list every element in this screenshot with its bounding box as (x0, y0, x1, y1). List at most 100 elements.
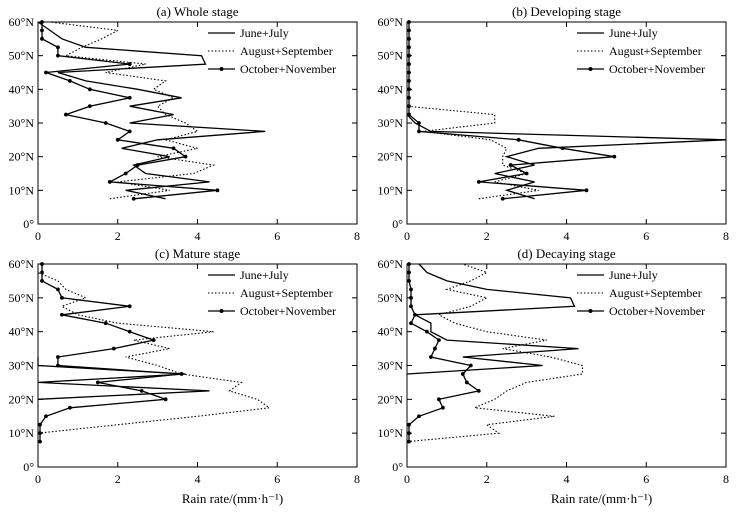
data-point-october-november (407, 62, 411, 66)
y-tick-label: 50°N (378, 49, 404, 63)
data-point-october-november (407, 439, 411, 444)
legend-label-october-november: October+November (609, 62, 705, 76)
data-point-october-november (508, 163, 513, 167)
series-line-october-november (408, 22, 615, 200)
data-point-october-november (407, 87, 411, 92)
data-point-october-november (440, 405, 445, 410)
data-point-october-november (40, 270, 44, 275)
legend-label-june-july: June+July (240, 26, 289, 40)
data-point-october-november (123, 171, 128, 176)
x-axis-label: Rain rate/(mm·h⁻¹) (551, 491, 652, 506)
data-point-october-november (407, 112, 411, 117)
x-tick-label: 8 (354, 229, 360, 243)
data-point-october-november (464, 380, 469, 385)
legend-label-august-september: August+September (240, 44, 333, 58)
data-point-october-november (87, 87, 92, 92)
legend-label-june-july: June+July (609, 26, 658, 40)
y-tick-label: 30°N (9, 359, 35, 373)
y-tick-label: 40°N (378, 325, 404, 339)
y-tick-label: 20°N (378, 392, 404, 406)
legend-label-june-july: June+July (240, 268, 289, 282)
data-point-october-november (163, 397, 168, 402)
data-point-october-november (56, 45, 60, 50)
x-tick-label: 4 (195, 472, 201, 486)
data-point-october-november (409, 287, 413, 292)
data-point-october-november (64, 112, 68, 117)
x-tick-label: 8 (723, 472, 729, 486)
series-line-october-november (408, 264, 481, 442)
panel-title: (b) Developing stage (512, 4, 621, 19)
data-point-october-november (127, 329, 132, 334)
data-point-october-november (407, 20, 411, 24)
data-point-october-november (183, 154, 188, 159)
series-line-june-july (37, 357, 210, 400)
y-tick-label: 0° (23, 460, 34, 474)
y-tick-label: 10°N (9, 426, 35, 440)
y-tick-label: 10°N (378, 183, 404, 197)
data-point-october-november (56, 53, 60, 58)
y-tick-label: 40°N (9, 325, 35, 339)
data-point-october-november (612, 154, 617, 159)
data-point-october-november (38, 422, 42, 427)
data-point-october-november (127, 129, 132, 134)
data-point-october-november (407, 104, 411, 109)
data-point-october-november (56, 287, 60, 292)
data-point-october-november (407, 422, 411, 427)
data-point-october-november (429, 355, 433, 359)
data-point-october-november (417, 121, 421, 125)
x-tick-label: 6 (274, 472, 280, 486)
x-tick-label: 8 (354, 472, 360, 486)
panel-b: (b) Developing stage 0° 10°N 20°N 30°N 40°N 50… (378, 4, 729, 243)
data-point-october-november (560, 146, 565, 151)
legend-marker (219, 309, 224, 313)
data-point-october-november (425, 329, 429, 334)
data-point-october-november (60, 295, 64, 300)
y-tick-label: 0° (392, 217, 403, 231)
series-line-june-july (37, 21, 266, 200)
series-line-august-september (406, 105, 539, 200)
y-tick-label: 40°N (378, 82, 404, 96)
data-point-october-november (68, 405, 72, 410)
y-tick-label: 60°N (9, 15, 35, 29)
x-tick-label: 0 (35, 229, 41, 243)
data-point-october-november (413, 312, 417, 317)
series-line-october-november (39, 264, 182, 442)
x-tick-label: 4 (564, 472, 570, 486)
data-point-october-november (107, 180, 112, 184)
y-tick-label: 10°N (378, 426, 404, 440)
data-point-october-november (151, 338, 156, 343)
data-point-october-november (500, 196, 505, 201)
legend-label-august-september: August+September (240, 286, 333, 300)
data-point-october-november (460, 372, 465, 376)
legend-label-october-november: October+November (240, 304, 336, 318)
legend-marker (588, 309, 593, 313)
series-line-august-september (49, 21, 216, 200)
x-tick-label: 6 (274, 229, 280, 243)
panel-title: (c) Mature stage (155, 246, 240, 261)
series-line-june-july (406, 114, 727, 200)
y-tick-label: 30°N (378, 359, 404, 373)
data-point-october-november (407, 53, 411, 58)
data-point-october-november (103, 121, 108, 125)
data-point-october-november (516, 137, 521, 142)
series-line-june-july (406, 263, 579, 375)
data-point-october-november (40, 262, 44, 266)
legend-label-august-september: August+September (609, 44, 702, 58)
panel-c: (c) Mature stage0°10°N20°N30°N40°N50°N60… (9, 246, 360, 506)
y-tick-label: 30°N (378, 116, 404, 130)
data-point-october-november (44, 70, 48, 75)
x-tick-label: 4 (564, 229, 570, 243)
data-point-october-november (131, 196, 136, 201)
x-tick-label: 0 (35, 472, 41, 486)
panel-a: (a) Whole stage 0° 10°N 20°N 30°N 40°N 50°N 60°… (9, 4, 360, 243)
data-point-october-november (40, 279, 44, 283)
data-point-october-november (407, 262, 411, 266)
data-point-october-november (407, 28, 411, 33)
data-point-october-november (179, 372, 184, 376)
data-point-october-november (40, 36, 44, 41)
x-axis-label: Rain rate/(mm·h⁻¹) (182, 491, 283, 506)
y-tick-label: 40°N (9, 82, 35, 96)
legend-label-august-september: August+September (609, 286, 702, 300)
data-point-october-november (407, 95, 411, 100)
